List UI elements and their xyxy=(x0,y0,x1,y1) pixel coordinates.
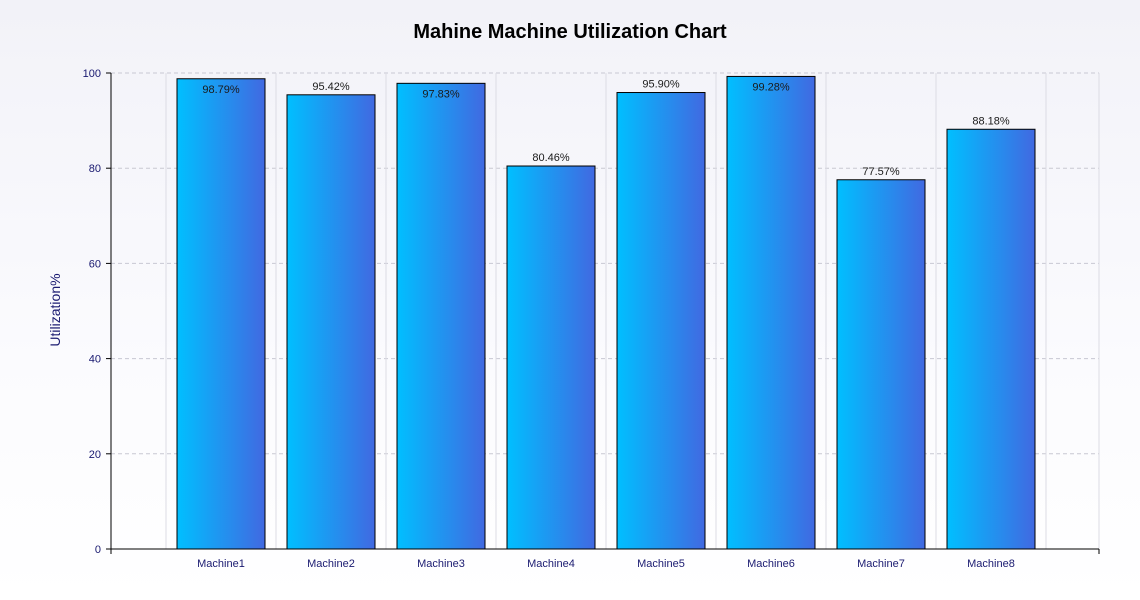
y-tick-label: 60 xyxy=(89,258,101,270)
x-tick-label: Machine4 xyxy=(527,558,575,570)
x-tick-label: Machine3 xyxy=(417,558,465,570)
chart-title: Mahine Machine Utilization Chart xyxy=(413,21,727,43)
bar-machine2 xyxy=(286,94,376,550)
bar-machine7 xyxy=(836,179,926,550)
data-label: 99.28% xyxy=(752,81,790,93)
bar-machine5 xyxy=(616,92,706,550)
x-tick-label: Machine1 xyxy=(197,558,245,570)
y-tick-label: 20 xyxy=(89,449,101,461)
axes: 0 20 40 60 80 100 xyxy=(83,68,1100,556)
grid-lines xyxy=(111,72,1100,549)
y-axis-label: Utilization% xyxy=(47,273,63,346)
y-tick-label: 40 xyxy=(89,354,101,366)
bars xyxy=(176,75,1036,550)
bar-machine4 xyxy=(506,165,596,550)
bar-machine8 xyxy=(946,128,1036,550)
x-tick-label: Machine6 xyxy=(747,558,795,570)
x-tick-label: Machine7 xyxy=(857,558,905,570)
data-labels: Machine1 98.79% Machine2 95.42% Machine3 97.8… xyxy=(197,79,1015,570)
data-label: 97.83% xyxy=(422,88,460,100)
x-tick-label: Machine5 xyxy=(637,558,685,570)
bar-machine3 xyxy=(396,82,486,550)
data-label: 88.18% xyxy=(972,115,1010,127)
data-label: 77.57% xyxy=(862,166,900,178)
y-tick-label: 80 xyxy=(89,163,101,175)
x-tick-label: Machine2 xyxy=(307,558,355,570)
data-label: 80.46% xyxy=(532,152,570,164)
data-label: 95.42% xyxy=(312,81,350,93)
data-label: 98.79% xyxy=(202,84,240,96)
data-label: 95.90% xyxy=(642,79,680,91)
bar-machine1 xyxy=(176,78,266,550)
bar-machine6 xyxy=(726,75,816,550)
y-tick-label: 0 xyxy=(95,544,101,556)
x-tick-label: Machine8 xyxy=(967,558,1015,570)
y-tick-label: 100 xyxy=(83,68,101,80)
